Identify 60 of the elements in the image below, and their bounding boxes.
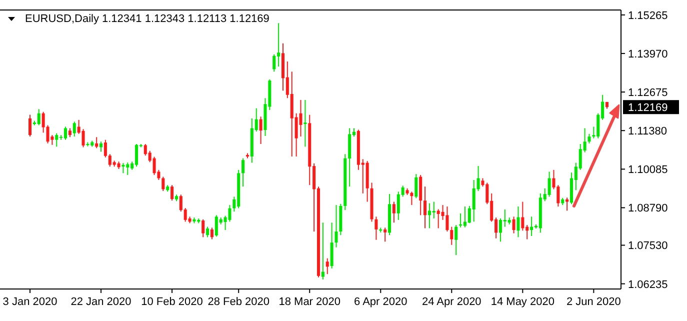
candlestick — [37, 108, 40, 126]
candlestick — [321, 222, 324, 280]
candlestick — [566, 197, 569, 212]
candlestick — [446, 206, 449, 232]
x-tick-label: 3 Jan 2020 — [2, 296, 58, 308]
candlestick — [72, 121, 76, 138]
candlestick — [95, 136, 98, 149]
y-tick-label: 1.12675 — [628, 87, 668, 100]
candlestick — [521, 201, 524, 232]
candlestick — [548, 171, 551, 198]
candlestick — [304, 99, 307, 148]
candlestick — [374, 216, 378, 240]
y-tick-label: 1.08790 — [628, 202, 668, 215]
x-tick-label: 24 Apr 2020 — [422, 296, 482, 308]
y-tick-label: 1.11380 — [628, 126, 667, 138]
candlestick — [202, 218, 205, 238]
y-tick-label: 1.06235 — [628, 278, 668, 291]
candlestick — [259, 116, 262, 144]
candlestick — [152, 156, 156, 176]
candlestick — [414, 174, 418, 199]
candlestick — [272, 54, 276, 72]
x-tick-label: 6 Apr 2020 — [354, 296, 408, 308]
candlestick — [170, 184, 174, 202]
candlestick — [206, 226, 210, 238]
candlestick — [28, 114, 32, 138]
x-tick-label: 14 May 2020 — [490, 296, 554, 308]
candlestick — [392, 201, 396, 224]
candlestick — [410, 191, 414, 206]
candlestick — [82, 128, 85, 148]
y-tick-label: 1.07530 — [628, 240, 668, 252]
x-tick-label: 2 Jun 2020 — [566, 296, 621, 308]
x-tick-label: 18 Mar 2020 — [278, 296, 341, 308]
candlestick — [450, 226, 454, 246]
candlestick — [162, 176, 165, 192]
chart-title: EURUSD,Daily 1.12341 1.12343 1.12113 1.12169 — [25, 13, 270, 25]
candlestick — [228, 204, 232, 222]
candlestick — [100, 141, 103, 152]
y-tick-label: 1.13970 — [628, 48, 668, 60]
candlestick — [588, 133, 591, 144]
candlestick — [512, 216, 516, 234]
x-tick-label: 10 Feb 2020 — [141, 296, 203, 308]
candlestick — [55, 132, 58, 148]
candlestick — [516, 206, 520, 238]
text: 1.12169 — [628, 102, 668, 114]
candlestick — [432, 201, 436, 219]
x-tick-label: 22 Jan 2020 — [70, 296, 132, 308]
candlestick — [326, 258, 329, 275]
candlestick — [242, 158, 245, 188]
candlestick — [210, 227, 214, 240]
candlestick — [454, 224, 458, 256]
candlestick — [424, 186, 427, 229]
candlestick — [530, 216, 534, 236]
y-tick-label: 1.10085 — [628, 164, 668, 176]
candlestick — [330, 222, 334, 269]
candlestick — [334, 204, 338, 248]
candlestick — [299, 99, 302, 138]
candlestick — [384, 227, 387, 242]
x-tick-label: 28 Feb 2020 — [208, 296, 270, 308]
y-tick-label: 1.15265 — [628, 10, 668, 22]
candlestick — [419, 174, 422, 216]
